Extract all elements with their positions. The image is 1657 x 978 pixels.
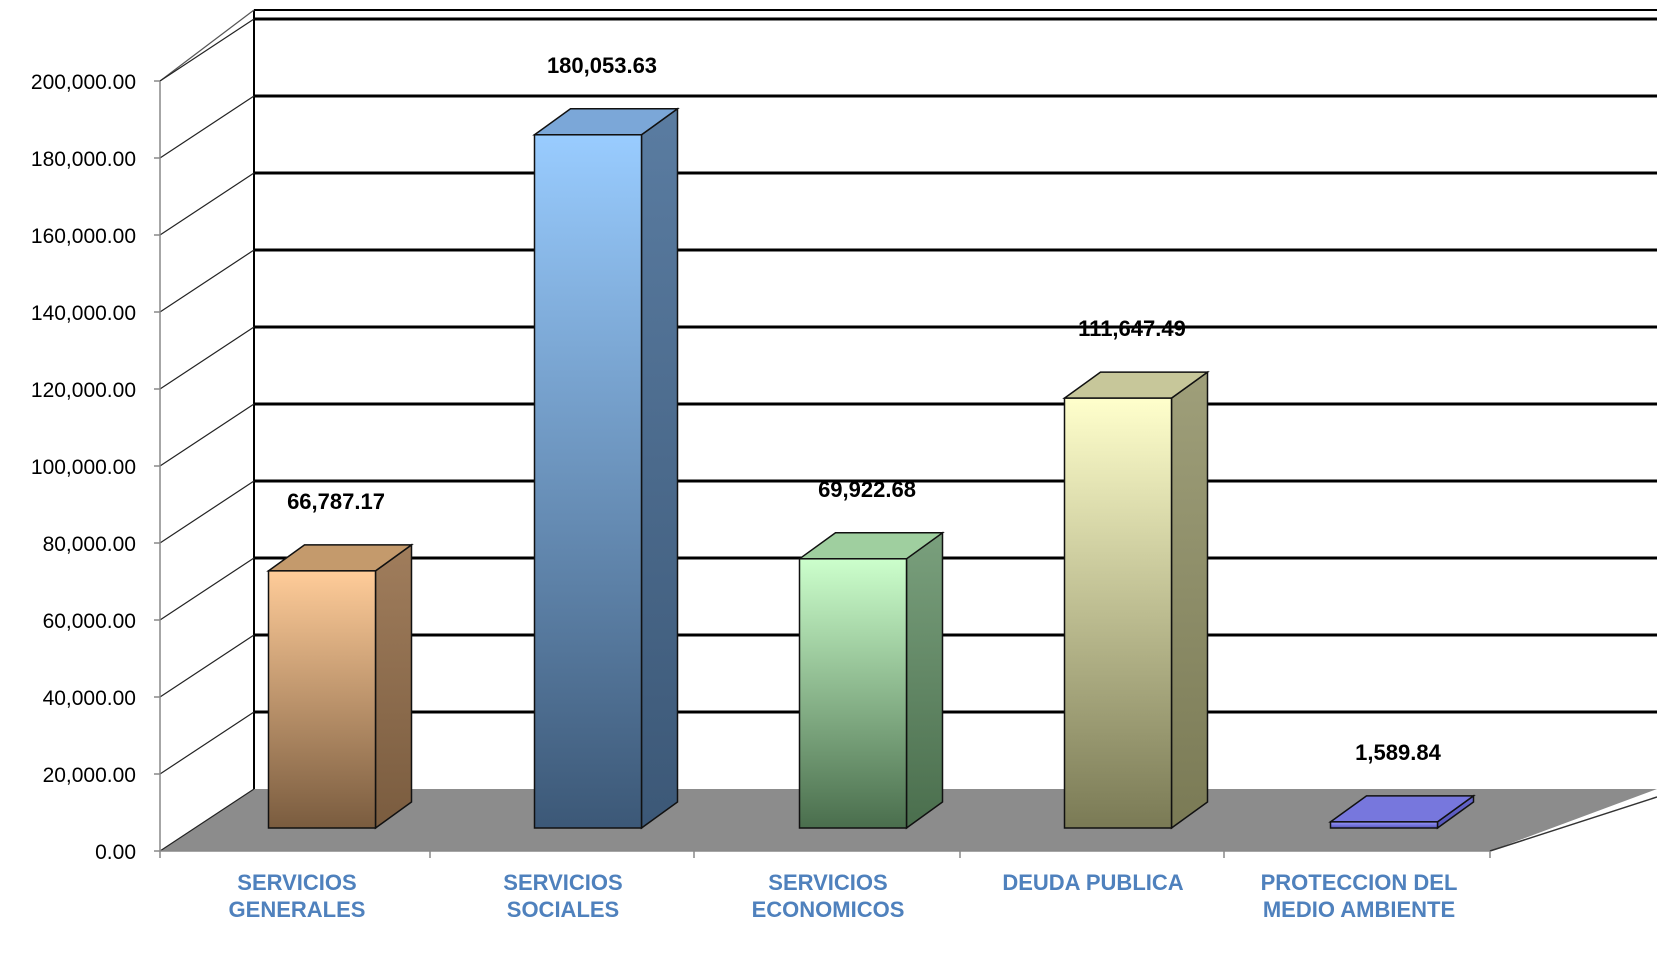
y-tick-label: 0.00	[95, 841, 136, 864]
bar	[533, 134, 643, 829]
bar-group	[1328, 794, 1476, 830]
bar-group	[266, 543, 414, 830]
y-tick-label: 60,000.00	[43, 610, 136, 633]
y-axis: 0.00 20,000.00 40,000.00 60,000.00 80,000.00…	[31, 71, 161, 864]
bar-side	[1170, 370, 1209, 830]
gridline-diagonal	[159, 403, 255, 467]
data-label: 1,589.84	[1355, 740, 1441, 765]
y-tick-label: 20,000.00	[43, 764, 136, 787]
x-tick-label: SERVICIOS ECONOMICOS	[752, 870, 905, 922]
data-labels: 66,787.17 180,053.63 69,922.68 111,647.49 1,…	[287, 53, 1442, 765]
bar	[1063, 397, 1173, 829]
data-label: 66,787.17	[287, 489, 385, 514]
floor-right-edge	[1489, 796, 1657, 852]
data-label: 111,647.49	[1078, 316, 1186, 341]
gridline-diagonal	[159, 172, 255, 236]
y-tick-label: 200,000.00	[31, 71, 136, 94]
side-wall-top	[159, 9, 255, 82]
y-tick-label: 40,000.00	[43, 687, 136, 710]
gridline-diagonal	[159, 711, 255, 775]
x-tick-label: SERVICIOS SOCIALES	[503, 870, 622, 922]
gridline-diagonal	[159, 326, 255, 390]
y-tick-label: 120,000.00	[31, 379, 136, 402]
gridline-diagonal	[159, 557, 255, 621]
gridlines	[159, 9, 1657, 852]
data-label: 180,053.63	[547, 53, 657, 78]
bar	[267, 570, 377, 829]
y-tick-label: 80,000.00	[43, 533, 136, 556]
y-tick-label: 180,000.00	[31, 148, 136, 171]
bar-side	[374, 543, 413, 830]
bar-side	[905, 531, 944, 830]
bar-group	[1062, 370, 1210, 830]
y-tick-label: 160,000.00	[31, 225, 136, 248]
gridline-diagonal	[159, 95, 255, 159]
bar-side	[640, 107, 679, 830]
data-label: 69,922.68	[818, 477, 916, 502]
bar-group	[797, 531, 945, 830]
x-tick-label: DEUDA PUBLICA	[1002, 870, 1183, 895]
y-tick-label: 140,000.00	[31, 302, 136, 325]
gridline-diagonal	[159, 18, 255, 82]
y-tick-label: 100,000.00	[31, 456, 136, 479]
x-axis: SERVICIOS GENERALES SERVICIOS SOCIALES SERVI…	[159, 796, 1657, 922]
gridline-diagonal	[159, 634, 255, 698]
gridline-diagonal	[159, 788, 255, 852]
bars	[266, 107, 1476, 830]
bar	[1329, 821, 1439, 829]
x-tick-label: SERVICIOS GENERALES	[229, 870, 366, 922]
gridline-diagonal	[159, 480, 255, 544]
x-tick-label: PROTECCION DEL MEDIO AMBIENTE	[1261, 870, 1458, 922]
gridline-diagonal	[159, 249, 255, 313]
bar-group	[532, 107, 680, 830]
bar	[798, 558, 908, 829]
